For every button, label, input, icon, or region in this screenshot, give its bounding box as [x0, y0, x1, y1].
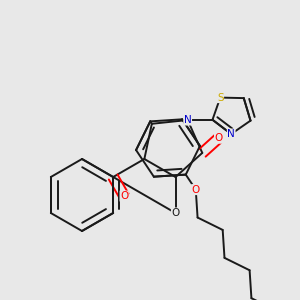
- Text: O: O: [171, 208, 180, 218]
- Text: O: O: [214, 133, 223, 143]
- Text: O: O: [120, 191, 128, 201]
- Text: N: N: [184, 115, 191, 125]
- Text: N: N: [227, 129, 235, 139]
- Text: O: O: [192, 184, 200, 195]
- Text: S: S: [217, 93, 224, 103]
